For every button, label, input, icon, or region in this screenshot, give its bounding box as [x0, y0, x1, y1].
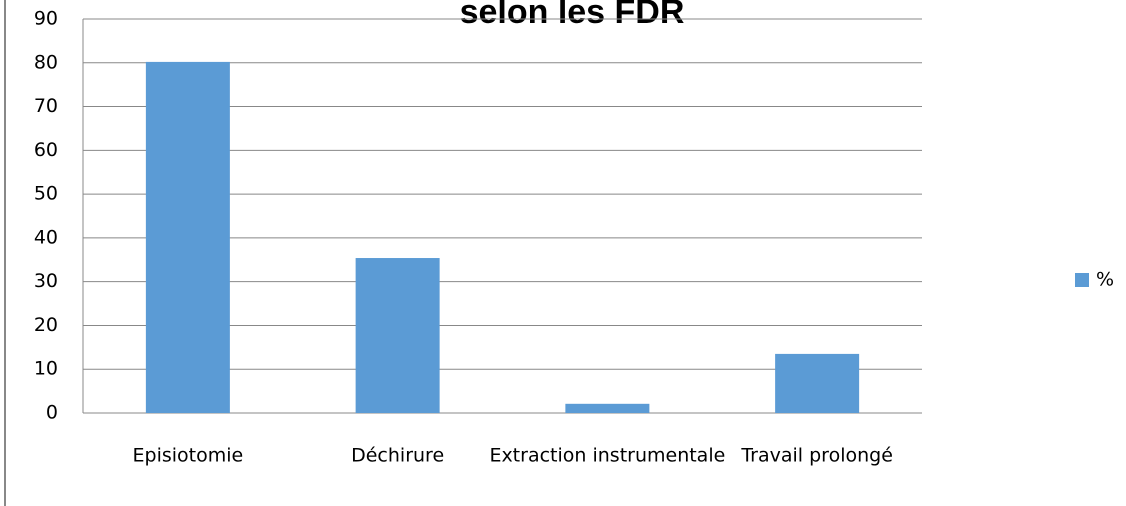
y-tick-label: 0 — [46, 402, 58, 424]
y-tick-label: 20 — [34, 314, 58, 336]
bar — [355, 258, 440, 413]
bar — [145, 61, 230, 413]
y-tick-label: 40 — [34, 226, 58, 248]
chart-title: selon les FDR — [460, 0, 685, 31]
y-tick-label: 50 — [34, 183, 58, 205]
y-tick-label: 90 — [34, 8, 58, 30]
x-tick-label: Déchirure — [351, 445, 444, 467]
legend-label: % — [1096, 269, 1114, 291]
legend-swatch — [1075, 273, 1089, 287]
bar — [775, 353, 860, 413]
y-tick-label: 10 — [34, 358, 58, 380]
y-tick-label: 60 — [34, 139, 58, 161]
x-tick-label: Episiotomie — [133, 445, 244, 467]
y-tick-label: 30 — [34, 270, 58, 292]
bar — [565, 403, 650, 413]
y-tick-label: 80 — [34, 51, 58, 73]
x-tick-label: Extraction instrumentale — [489, 445, 725, 467]
y-tick-label: 70 — [34, 95, 58, 117]
x-tick-label: Travail prolongé — [740, 445, 893, 467]
